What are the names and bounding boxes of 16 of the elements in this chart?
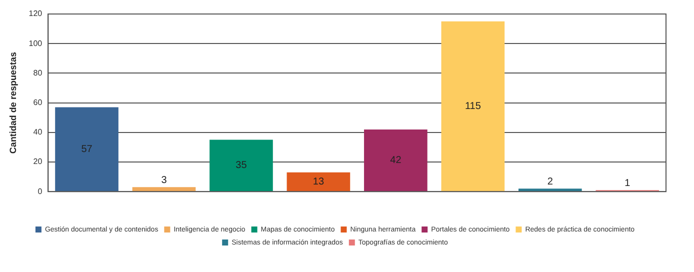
- data-label: 115: [464, 101, 482, 112]
- data-label: 3: [161, 174, 168, 186]
- data-label: 2: [547, 176, 554, 188]
- y-tick-label: 100: [28, 38, 43, 48]
- y-tick-label: 40: [33, 128, 43, 137]
- y-tick-label: 0: [38, 186, 43, 196]
- data-label: 57: [81, 144, 93, 155]
- y-tick-label: 60: [33, 98, 43, 108]
- y-tick-label: 80: [33, 68, 43, 78]
- y-axis-title: Cantidad de respuestas: [8, 52, 18, 154]
- y-tick-label: 20: [33, 157, 43, 166]
- data-label: 42: [390, 155, 402, 166]
- data-label: 13: [312, 176, 324, 188]
- data-label: 35: [236, 160, 248, 172]
- data-label: 1: [624, 178, 631, 189]
- y-tick-label: 120: [28, 9, 43, 18]
